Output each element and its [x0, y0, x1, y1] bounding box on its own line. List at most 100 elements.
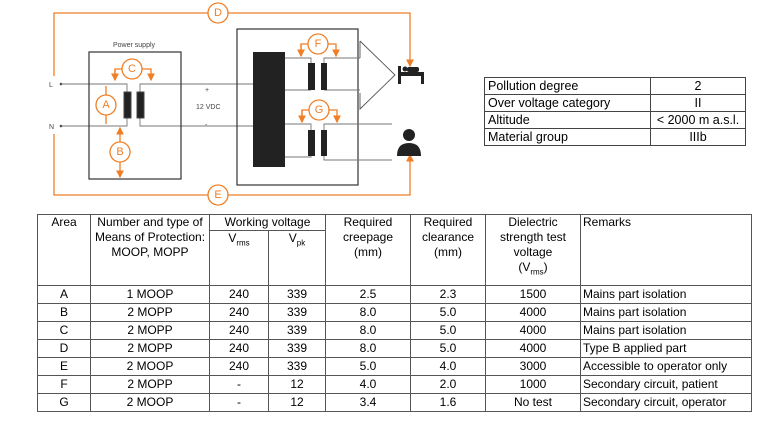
table-cell: Mains part isolation [580, 321, 752, 340]
area-marker-a: A [95, 94, 117, 116]
svg-text:B: B [116, 146, 123, 158]
line-label: L [49, 82, 53, 89]
table-cell: 339 [268, 339, 326, 358]
condition-row: Over voltage category II [484, 94, 746, 112]
condition-label: Material group [484, 128, 651, 146]
table-cell: Type B applied part [580, 339, 752, 358]
insulation-table: Area Number and type of Means of Protect… [37, 214, 752, 412]
doctor-operator-icon [397, 129, 421, 156]
controller-block [253, 52, 285, 167]
path-e [53, 134, 414, 196]
minus-label: - [205, 122, 208, 129]
plus-label: + [205, 87, 209, 94]
table-cell: 5.0 [410, 321, 486, 340]
table-cell: 8.0 [325, 303, 411, 322]
neutral-label: N [49, 124, 54, 131]
table-cell: 240 [209, 303, 269, 322]
table-cell: 5.0 [410, 303, 486, 322]
table-cell: 8.0 [325, 339, 411, 358]
table-cell: D [37, 339, 91, 358]
svg-text:F: F [315, 38, 322, 50]
table-cell: - [209, 375, 269, 394]
table-cell: 2.3 [410, 285, 486, 304]
table-cell: 339 [268, 321, 326, 340]
condition-label: Altitude [484, 111, 651, 129]
area-marker-f: F [307, 33, 329, 55]
header-area: Area [37, 214, 91, 286]
table-cell: F [37, 375, 91, 394]
table-cell: 4.0 [325, 375, 411, 394]
table-cell: 1.6 [410, 393, 486, 412]
svg-text:E: E [214, 189, 221, 201]
condition-value: < 2000 m a.s.l. [650, 111, 746, 129]
table-cell: 4000 [485, 321, 581, 340]
table-cell: 240 [209, 285, 269, 304]
table-cell: No test [485, 393, 581, 412]
table-cell: 2.5 [325, 285, 411, 304]
table-cell: 2 MOPP [90, 375, 210, 394]
table-cell: 240 [209, 339, 269, 358]
table-cell: 5.0 [325, 357, 411, 376]
condition-value: 2 [650, 77, 746, 95]
area-marker-b: B [109, 141, 131, 163]
condition-label: Over voltage category [484, 94, 651, 112]
table-cell: Mains part isolation [580, 303, 752, 322]
header-vpk: Vpk [268, 230, 326, 286]
area-marker-d: D [207, 2, 229, 24]
area-marker-e: E [207, 184, 229, 206]
table-cell: G [37, 393, 91, 412]
table-cell: 2 MOPP [90, 339, 210, 358]
header-working-voltage: Working voltage [209, 214, 326, 231]
table-cell: 2 MOOP [90, 393, 210, 412]
condition-value: IIIb [650, 128, 746, 146]
table-cell: - [209, 393, 269, 412]
applied-part-triangle [359, 40, 396, 111]
table-cell: 1500 [485, 285, 581, 304]
header-means: Number and type of Means of Protection: … [90, 214, 210, 286]
table-cell: 4000 [485, 339, 581, 358]
table-cell: 1 MOOP [90, 285, 210, 304]
patient-in-bed-icon [398, 66, 424, 84]
table-cell: 4000 [485, 303, 581, 322]
condition-label: Pollution degree [484, 77, 651, 95]
svg-text:C: C [128, 63, 136, 75]
condition-value: II [650, 94, 746, 112]
header-clearance: Required clearance (mm) [410, 214, 486, 286]
table-cell: 3.4 [325, 393, 411, 412]
table-cell: A [37, 285, 91, 304]
table-cell: Secondary circuit, patient [580, 375, 752, 394]
area-marker-c: C [121, 58, 143, 80]
table-cell: 12 [268, 393, 326, 412]
table-cell: 2.0 [410, 375, 486, 394]
table-cell: 12 [268, 375, 326, 394]
path-d [53, 12, 414, 76]
table-cell: 4.0 [410, 357, 486, 376]
table-cell: 3000 [485, 357, 581, 376]
table-cell: B [37, 303, 91, 322]
table-cell: Secondary circuit, operator [580, 393, 752, 412]
table-cell: Mains part isolation [580, 285, 752, 304]
table-cell: 2 MOPP [90, 303, 210, 322]
table-cell: 339 [268, 357, 326, 376]
power-supply-label: Power supply [113, 42, 156, 49]
svg-text:A: A [102, 99, 110, 111]
table-cell: E [37, 357, 91, 376]
conditions-table: Pollution degree 2 Over voltage category I… [484, 77, 746, 146]
condition-row: Material group IIIb [484, 128, 746, 146]
table-cell: 2 MOPP [90, 321, 210, 340]
table-cell: 240 [209, 357, 269, 376]
voltage-label: 12 VDC [196, 104, 221, 111]
table-cell: 339 [268, 285, 326, 304]
table-cell: 1000 [485, 375, 581, 394]
device-box [236, 28, 359, 186]
table-cell: 5.0 [410, 339, 486, 358]
table-cell: 2 MOOP [90, 357, 210, 376]
condition-row: Pollution degree 2 [484, 77, 746, 95]
header-vrms: Vrms [209, 230, 269, 286]
table-cell: C [37, 321, 91, 340]
